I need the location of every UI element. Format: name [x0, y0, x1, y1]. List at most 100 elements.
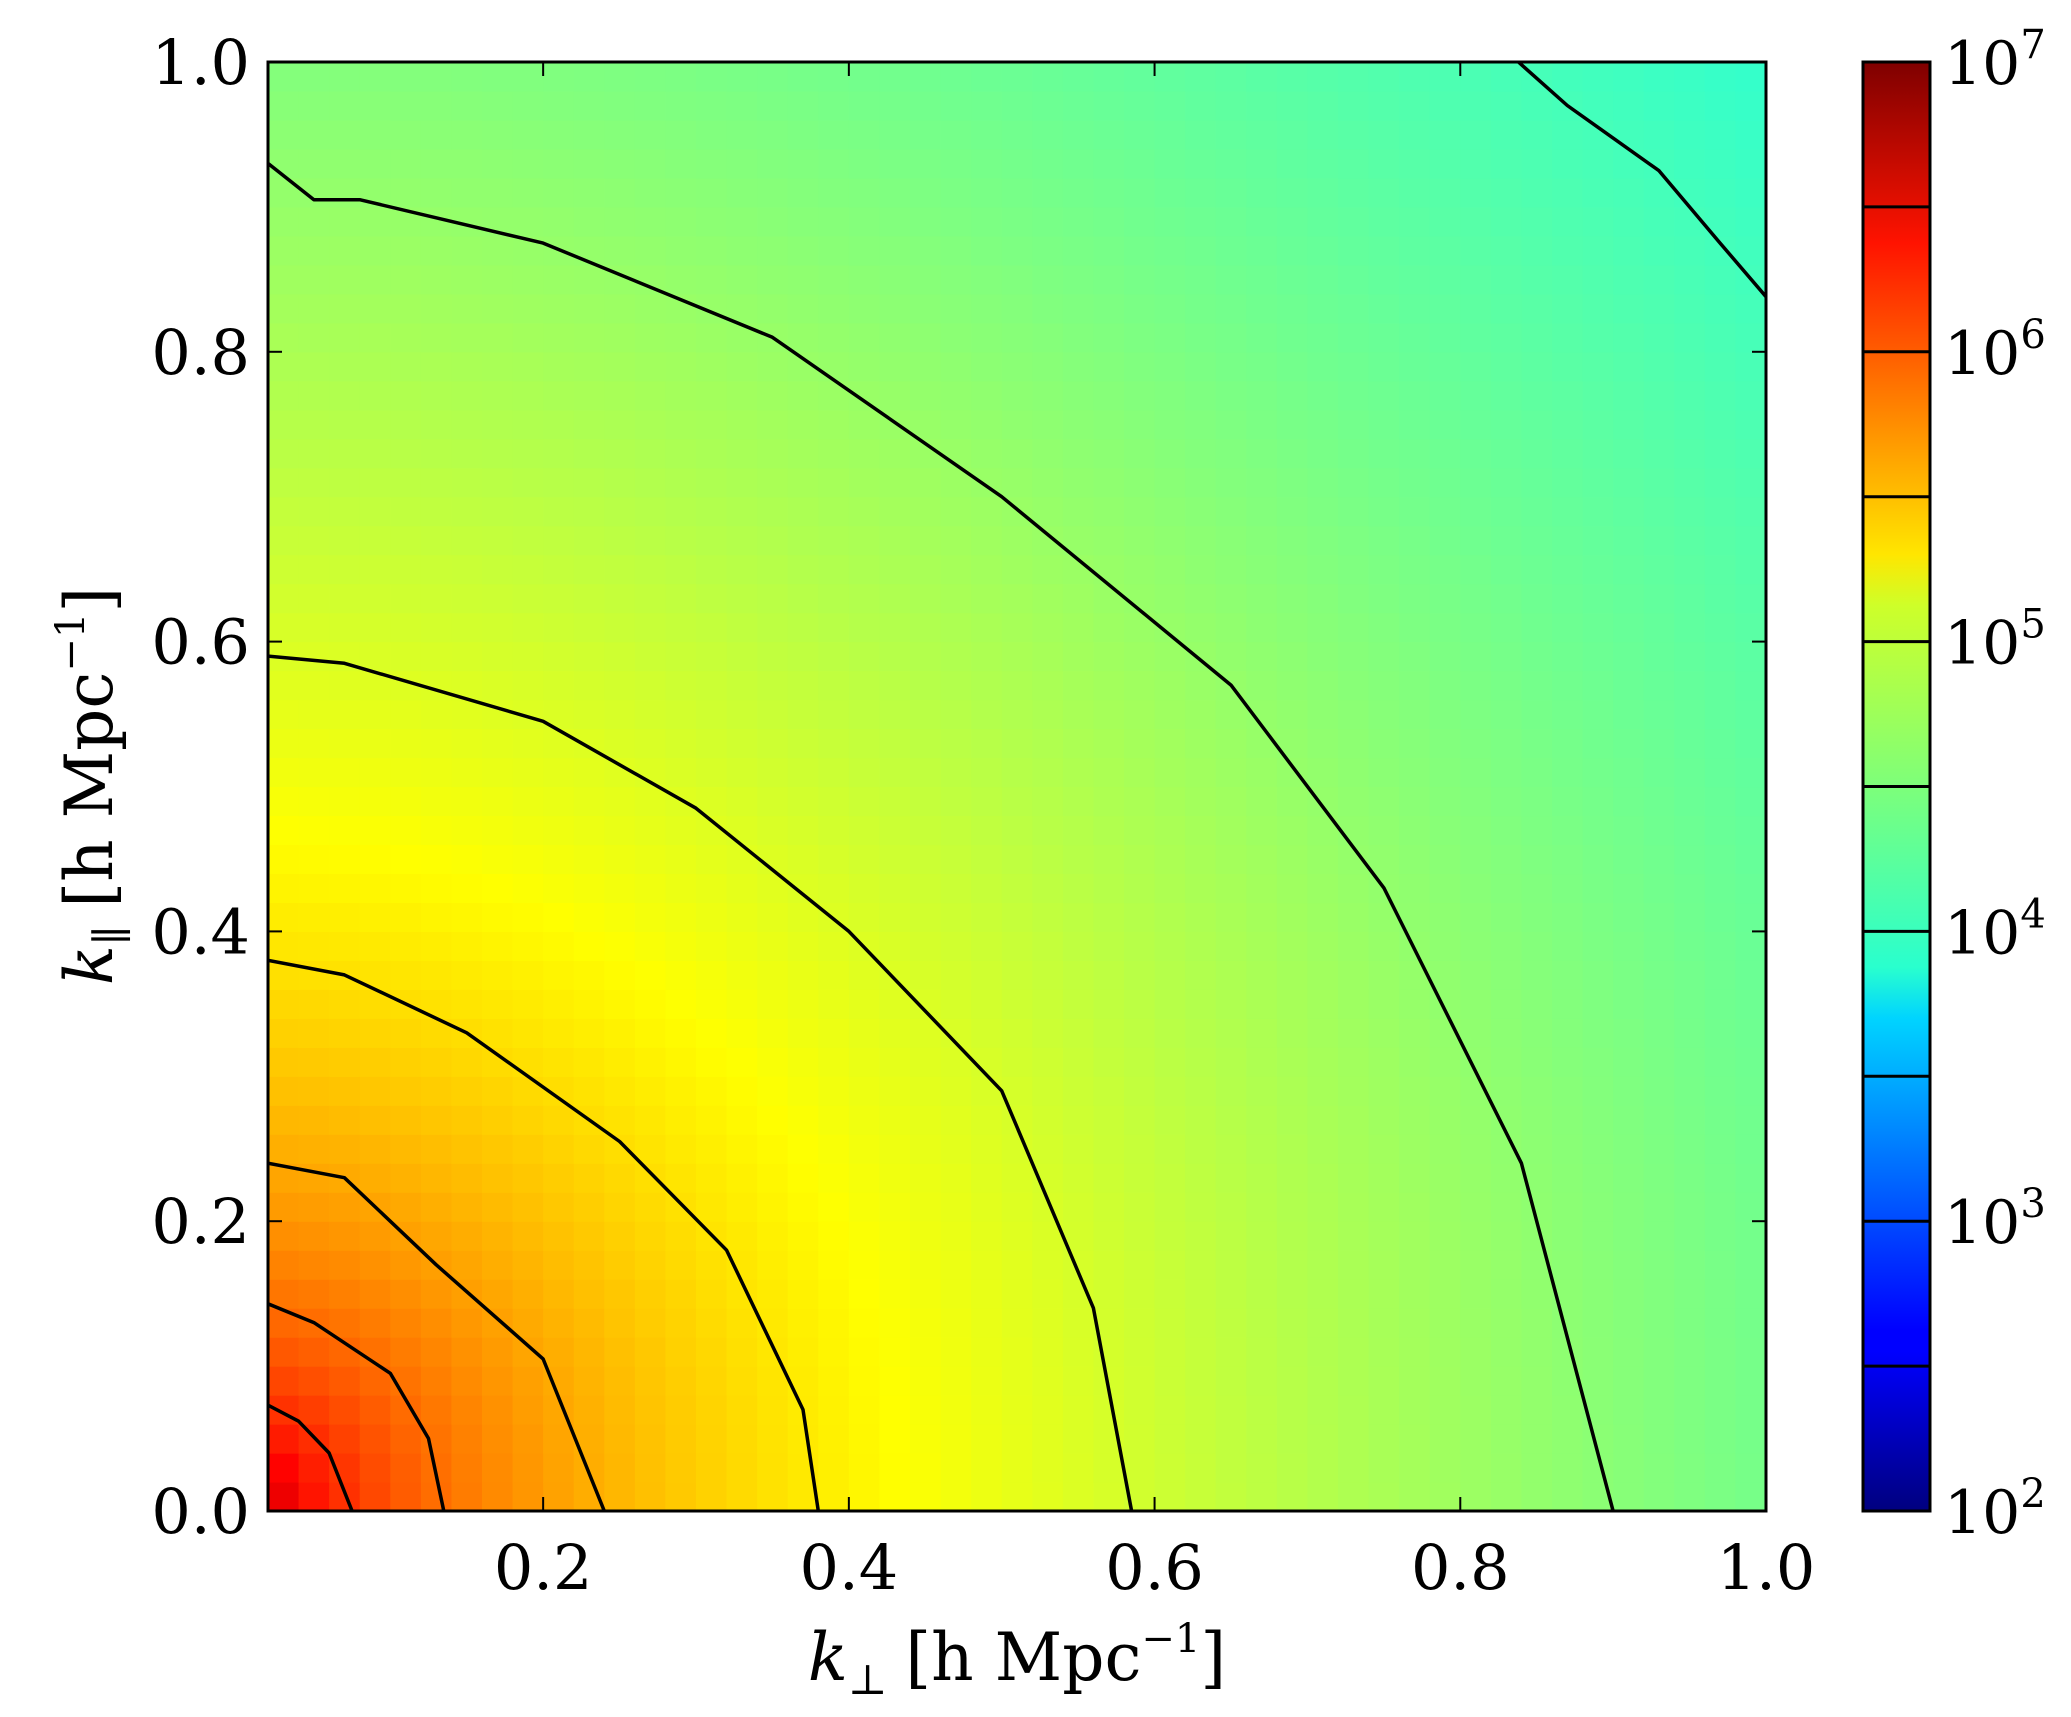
heatmap-cell: [604, 1047, 636, 1077]
heatmap-cell: [1674, 902, 1706, 932]
heatmap-cell: [971, 496, 1003, 527]
heatmap-cell: [818, 641, 850, 672]
heatmap-cell: [1552, 757, 1584, 788]
heatmap-cell: [482, 1395, 514, 1425]
heatmap-cell: [1552, 380, 1584, 411]
heatmap-cell: [1490, 728, 1523, 759]
heatmap-cell: [512, 206, 544, 237]
heatmap-cell: [573, 206, 605, 237]
heatmap-cell: [604, 496, 636, 527]
heatmap-cell: [818, 293, 850, 324]
heatmap-cell: [1124, 1105, 1156, 1135]
heatmap-cell: [1368, 699, 1400, 730]
heatmap-cell: [359, 1076, 391, 1106]
heatmap-cell: [1674, 1018, 1706, 1048]
heatmap-cell: [757, 1453, 789, 1483]
heatmap-cell: [848, 1395, 881, 1425]
heatmap-cell: [1246, 1018, 1278, 1048]
heatmap-cell: [757, 438, 789, 469]
heatmap-cell: [298, 409, 330, 440]
heatmap-cell: [1185, 1279, 1217, 1309]
heatmap-cell: [1154, 1105, 1186, 1135]
heatmap-cell: [482, 1453, 514, 1483]
heatmap-cell: [665, 206, 697, 237]
heatmap-cell: [1124, 62, 1156, 92]
heatmap-cell: [818, 1337, 850, 1367]
heatmap-cell: [787, 641, 819, 672]
heatmap-cell: [910, 525, 942, 556]
heatmap-cell: [1093, 1105, 1125, 1135]
heatmap-cell: [1552, 1453, 1584, 1483]
heatmap-cell: [512, 554, 544, 585]
heatmap-cell: [1674, 641, 1706, 672]
heatmap-cell: [910, 322, 942, 353]
heatmap-cell: [1001, 1337, 1033, 1367]
heatmap-cell: [1735, 1424, 1766, 1454]
heatmap-cell: [268, 206, 300, 237]
heatmap-cell: [604, 1076, 636, 1106]
y-tick-label: 0.2: [151, 1185, 250, 1258]
heatmap-cell: [1307, 293, 1339, 324]
heatmap-cell: [604, 380, 636, 411]
heatmap-cell: [1215, 90, 1247, 121]
heatmap-cell: [1552, 62, 1584, 92]
heatmap-cell: [1368, 496, 1400, 527]
heatmap-cell: [451, 119, 483, 150]
heatmap-cell: [329, 989, 361, 1019]
heatmap-cell: [787, 177, 819, 208]
heatmap-cell: [818, 670, 850, 701]
heatmap-cell: [757, 148, 789, 179]
heatmap-cell: [1338, 1134, 1370, 1164]
heatmap-cell: [298, 989, 330, 1019]
heatmap-cell: [451, 989, 483, 1019]
heatmap-cell: [1246, 351, 1278, 382]
heatmap-cell: [1674, 62, 1706, 92]
heatmap-cell: [971, 1250, 1003, 1280]
heatmap-cell: [1062, 293, 1095, 324]
heatmap-cell: [1001, 786, 1033, 817]
heatmap-cell: [1704, 409, 1737, 440]
heatmap-cell: [818, 177, 850, 208]
heatmap-cell: [1215, 496, 1247, 527]
heatmap-cell: [1643, 119, 1675, 150]
heatmap-cell: [1154, 902, 1186, 932]
heatmap-cell: [910, 62, 942, 92]
heatmap-cell: [1124, 786, 1156, 817]
heatmap-cell: [1521, 757, 1553, 788]
heatmap-cell: [573, 1279, 605, 1309]
heatmap-cell: [1460, 264, 1492, 295]
heatmap-cell: [1460, 1366, 1492, 1396]
heatmap-cell: [1429, 351, 1461, 382]
heatmap-cell: [696, 62, 728, 92]
heatmap-cell: [390, 1453, 422, 1483]
heatmap-cell: [329, 380, 361, 411]
heatmap-cell: [329, 902, 361, 932]
colorbar-tick-base: 10: [1944, 898, 2020, 968]
heatmap-cell: [1307, 264, 1339, 295]
heatmap-cell: [268, 1250, 300, 1280]
heatmap-cell: [1246, 119, 1278, 150]
heatmap-cell: [1185, 670, 1217, 701]
heatmap-cell: [1185, 786, 1217, 817]
heatmap-cell: [604, 438, 636, 469]
heatmap-cell: [482, 1250, 514, 1280]
heatmap-cell: [1735, 409, 1766, 440]
heatmap-cell: [482, 293, 514, 324]
heatmap-cell: [910, 931, 942, 961]
heatmap-cell: [1704, 90, 1737, 121]
heatmap-cell: [1246, 1482, 1278, 1511]
heatmap-cell: [1032, 206, 1064, 237]
heatmap-cell: [1307, 380, 1339, 411]
heatmap-cell: [1093, 815, 1125, 846]
heatmap-cell: [787, 786, 819, 817]
heatmap-cell: [665, 1308, 697, 1338]
plot-frame: [266, 60, 1768, 1513]
heatmap-cell: [573, 641, 605, 672]
heatmap-cell: [1032, 699, 1064, 730]
heatmap-cell: [1613, 1105, 1645, 1135]
heatmap-cell: [1521, 235, 1553, 266]
heatmap-cell: [971, 235, 1003, 266]
heatmap-cell: [1032, 467, 1064, 498]
heatmap-cell: [543, 1134, 575, 1164]
heatmap-cell: [696, 728, 728, 759]
